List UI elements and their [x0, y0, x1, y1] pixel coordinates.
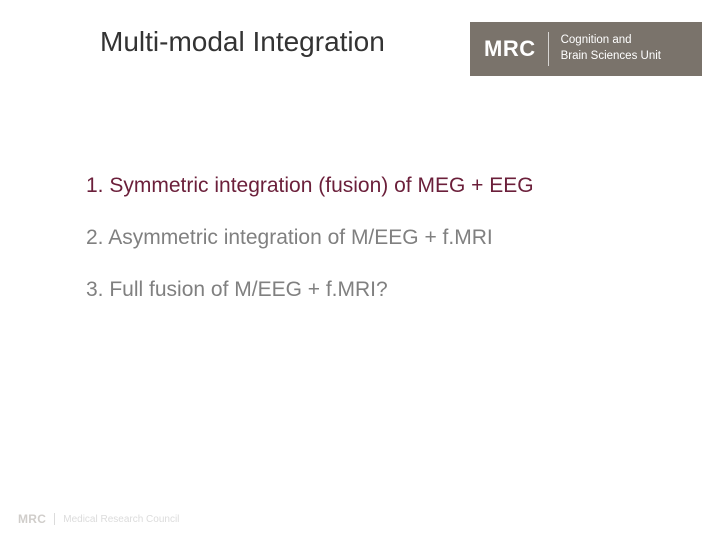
footer-divider	[54, 513, 55, 525]
list-item: 2. Asymmetric integration of M/EEG + f.M…	[86, 226, 660, 250]
slide-title: Multi-modal Integration	[100, 26, 385, 58]
logo-divider	[548, 32, 549, 66]
footer-brand-text: MRC	[18, 512, 46, 526]
footer-logo: MRC Medical Research Council	[18, 512, 179, 526]
logo-subtitle: Cognition and Brain Sciences Unit	[561, 33, 661, 64]
logo-subtitle-line1: Cognition and	[561, 34, 632, 46]
mrc-logo: MRC Cognition and Brain Sciences Unit	[470, 22, 702, 76]
footer-text: Medical Research Council	[63, 514, 179, 525]
list-item: 1. Symmetric integration (fusion) of MEG…	[86, 174, 660, 198]
slide: Multi-modal Integration MRC Cognition an…	[0, 0, 720, 540]
logo-brand-text: MRC	[484, 36, 536, 62]
logo-subtitle-line2: Brain Sciences Unit	[561, 50, 661, 62]
list-item: 3. Full fusion of M/EEG + f.MRI?	[86, 278, 660, 302]
bullet-list: 1. Symmetric integration (fusion) of MEG…	[86, 174, 660, 330]
